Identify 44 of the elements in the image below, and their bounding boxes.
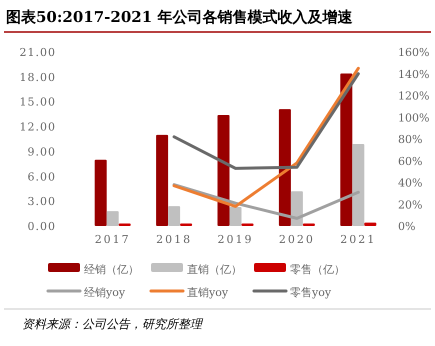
legend-label: 经销yoy — [84, 286, 126, 299]
legend-label: 经销（亿） — [84, 263, 139, 276]
bar — [230, 206, 242, 226]
y2-tick-label: 120% — [398, 90, 430, 102]
bar — [364, 222, 376, 226]
y2-tick-label: 160% — [398, 46, 430, 59]
bar — [168, 206, 180, 226]
line-series — [172, 183, 360, 220]
bar — [352, 144, 364, 226]
x-tick-label: 2020 — [278, 233, 315, 246]
y2-tick-label: 140% — [398, 68, 430, 81]
y2-tick-label: 40% — [398, 176, 422, 190]
y2-tick-label: 0% — [398, 220, 416, 233]
y-tick-label: 6.00 — [28, 170, 56, 184]
y-tick-label: 18.00 — [20, 70, 56, 84]
x-tick-label: 2018 — [156, 233, 192, 246]
title: 图表50:2017-2021 年公司各销售模式收入及增速 — [6, 8, 352, 26]
y-tick-label: 0.00 — [28, 220, 56, 233]
x-tick-label: 2019 — [218, 233, 254, 246]
y-tick-label: 21.00 — [20, 46, 56, 59]
bar — [156, 134, 168, 226]
y-tick-label: 15.00 — [20, 96, 56, 109]
y2-tick-label: 80% — [398, 133, 422, 146]
text: 资料来源：公司公告，研究所整理 — [22, 317, 204, 331]
legend-label: 直销（亿） — [187, 263, 242, 276]
legend-label: 零售（亿） — [290, 263, 345, 276]
bar — [340, 74, 352, 226]
bar — [218, 114, 230, 226]
bar — [94, 160, 107, 226]
y-tick-label: 9.00 — [28, 145, 56, 158]
legend-label: 零售yoy — [290, 286, 332, 299]
legend-label: 直销yoy — [187, 286, 229, 299]
bar — [106, 211, 119, 226]
y-tick-label: 3.00 — [28, 195, 56, 208]
x-tick-label: 2021 — [340, 233, 376, 246]
x-tick-label: 2017 — [94, 233, 131, 246]
y-tick-label: 12.00 — [20, 120, 56, 134]
line-series — [172, 72, 360, 170]
line-series — [172, 66, 360, 208]
bar — [278, 109, 291, 226]
y2-tick-label: 100% — [398, 111, 430, 124]
y2-tick-label: 60% — [398, 154, 422, 168]
y2-tick-label: 20% — [398, 198, 422, 212]
bar — [290, 191, 303, 226]
